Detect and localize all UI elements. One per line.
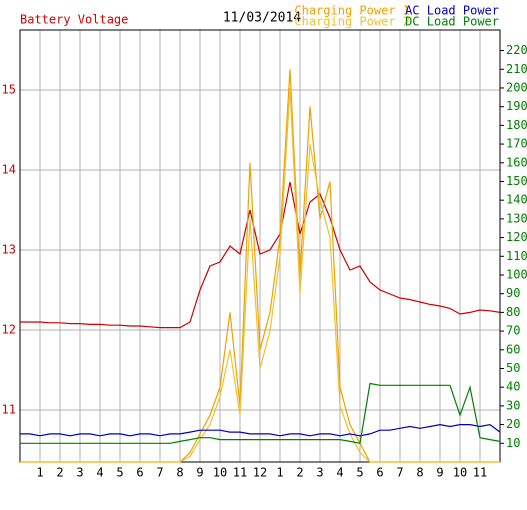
x-tick-label: 4	[336, 466, 343, 480]
y-tick-label: 15	[2, 83, 16, 97]
y2-tick-label: 210	[506, 62, 527, 76]
y-tick-label: 11	[2, 403, 16, 417]
x-tick-label: 11	[473, 466, 487, 480]
legend-label: Battery Voltage	[20, 13, 128, 27]
y2-tick-label: 20	[506, 417, 520, 431]
x-tick-label: 10	[213, 466, 227, 480]
legend-label: Charging Power 2	[294, 15, 410, 29]
x-tick-label: 10	[453, 466, 467, 480]
y2-tick-label: 10	[506, 436, 520, 450]
x-tick-label: 6	[136, 466, 143, 480]
y2-tick-label: 80	[506, 305, 520, 319]
y2-tick-label: 160	[506, 155, 527, 169]
x-tick-label: 2	[296, 466, 303, 480]
y2-tick-label: 40	[506, 380, 520, 394]
chart-title: 11/03/2014	[223, 11, 301, 26]
series-line	[20, 382, 501, 445]
x-tick-label: 1	[276, 466, 283, 480]
y2-tick-label: 70	[506, 324, 520, 338]
y2-tick-label: 170	[506, 137, 527, 151]
x-tick-label: 3	[76, 466, 83, 480]
series-line	[20, 181, 501, 329]
y2-tick-label: 150	[506, 174, 527, 188]
y2-tick-label: 140	[506, 193, 527, 207]
x-tick-label: 8	[176, 466, 183, 480]
x-tick-label: 3	[316, 466, 323, 480]
x-tick-label: 6	[376, 466, 383, 480]
y2-tick-label: 110	[506, 249, 527, 263]
y2-tick-label: 130	[506, 211, 527, 225]
x-tick-label: 7	[396, 466, 403, 480]
x-tick-label: 8	[416, 466, 423, 480]
y2-tick-label: 60	[506, 342, 520, 356]
plot-border	[19, 29, 501, 463]
y2-tick-label: 30	[506, 398, 520, 412]
y2-tick-label: 120	[506, 230, 527, 244]
x-tick-label: 11	[233, 466, 247, 480]
y2-tick-label: 50	[506, 361, 520, 375]
x-tick-label: 1	[36, 466, 43, 480]
x-tick-label: 4	[96, 466, 103, 480]
legend-label: Charging Power 1	[294, 4, 410, 18]
y-tick-label: 13	[2, 243, 16, 257]
legend-label: AC Load Power	[405, 4, 499, 18]
y2-tick-label: 200	[506, 80, 527, 94]
x-tick-label: 7	[156, 466, 163, 480]
y2-tick-label: 180	[506, 118, 527, 132]
series-line	[20, 423, 501, 437]
y-tick-label: 14	[2, 163, 16, 177]
y2-tick-label: 190	[506, 99, 527, 113]
y2-tick-label: 90	[506, 286, 520, 300]
y2-tick-label: 220	[506, 43, 527, 57]
legend-label: DC Load Power	[405, 15, 499, 29]
x-tick-label: 12	[253, 466, 267, 480]
x-tick-label: 5	[116, 466, 123, 480]
x-tick-label: 9	[436, 466, 443, 480]
series-line	[20, 87, 500, 463]
x-tick-label: 9	[196, 466, 203, 480]
y-tick-label: 12	[2, 323, 16, 337]
x-tick-label: 2	[56, 466, 63, 480]
x-tick-label: 5	[356, 466, 363, 480]
y2-tick-label: 100	[506, 267, 527, 281]
